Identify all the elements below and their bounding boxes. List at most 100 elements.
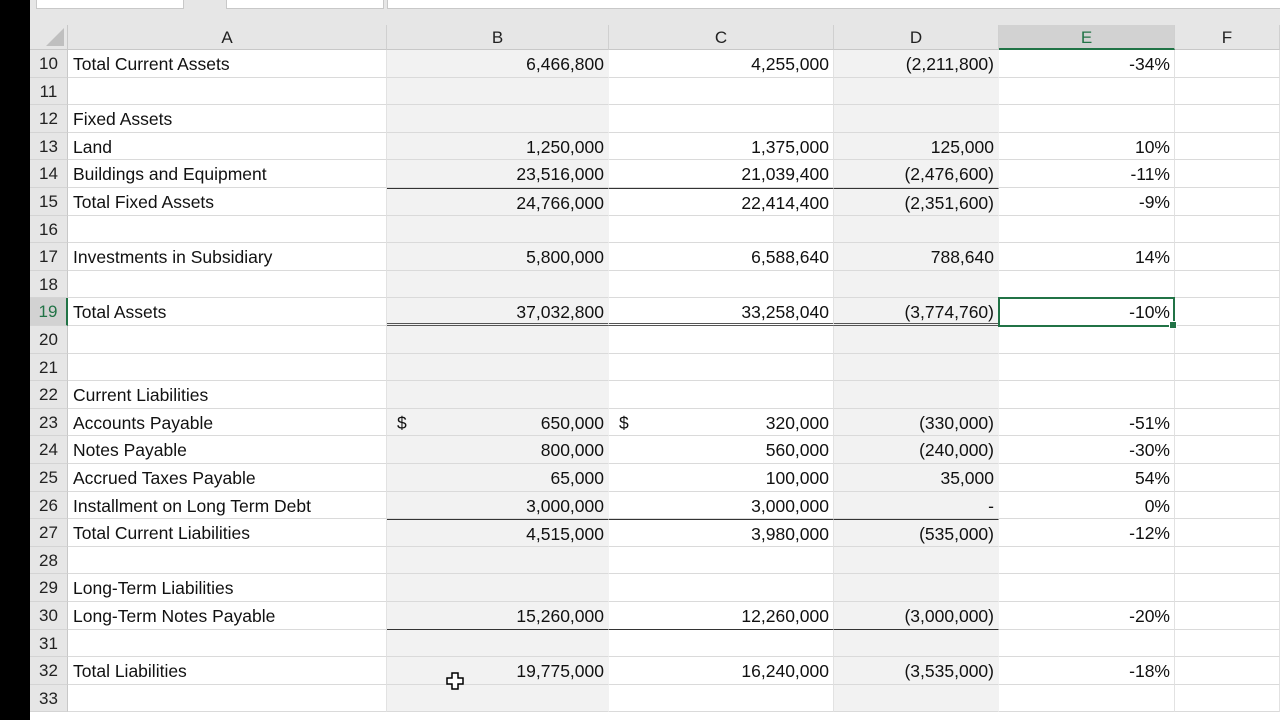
cell-value-e[interactable] (999, 270, 1175, 299)
cell-value-e[interactable]: -9% (999, 188, 1175, 216)
cell-value-b[interactable]: 24,766,000 (387, 188, 609, 216)
cell-value-b[interactable]: 3,000,000 (387, 491, 609, 520)
cell-label[interactable]: Current Liabilities (68, 381, 387, 409)
cell-value-d[interactable] (834, 546, 999, 575)
cell-value-e[interactable]: 10% (999, 132, 1175, 161)
row-header[interactable]: 17 (30, 243, 68, 271)
row-header[interactable]: 16 (30, 215, 68, 244)
cell-label[interactable] (68, 215, 387, 244)
cell-value-d[interactable] (834, 326, 999, 354)
cell-value-b[interactable]: 650,000 (387, 408, 609, 437)
cell-value-d[interactable]: (330,000) (834, 408, 999, 437)
cell-value-c[interactable] (609, 270, 834, 299)
cell-label[interactable]: Investments in Subsidiary (68, 243, 387, 271)
cell-value-c[interactable] (609, 381, 834, 409)
cell-f[interactable] (1175, 602, 1280, 630)
cell-value-c[interactable]: 12,260,000 (609, 602, 834, 630)
cell-value-b[interactable]: 4,515,000 (387, 519, 609, 547)
cell-label[interactable]: Total Current Liabilities (68, 519, 387, 547)
cell-value-c[interactable]: 33,258,040 (609, 298, 834, 326)
cell-f[interactable] (1175, 519, 1280, 547)
cell-label[interactable]: Land (68, 132, 387, 161)
cell-label[interactable] (68, 270, 387, 299)
cell-label[interactable]: Fixed Assets (68, 105, 387, 133)
cell-value-b[interactable]: 37,032,800 (387, 298, 609, 326)
cell-f[interactable] (1175, 77, 1280, 106)
formula-bar-input[interactable] (387, 0, 1280, 9)
cell-f[interactable] (1175, 574, 1280, 602)
cell-f[interactable] (1175, 105, 1280, 133)
cell-f[interactable] (1175, 408, 1280, 437)
cell-f[interactable] (1175, 353, 1280, 382)
cell-value-d[interactable]: (3,535,000) (834, 657, 999, 685)
spreadsheet-grid[interactable]: A B C D E F 10 Total Current Assets 6,46… (30, 25, 1280, 720)
cell-label[interactable] (68, 326, 387, 354)
cell-value-d[interactable]: 35,000 (834, 464, 999, 492)
cell-value-b[interactable]: 5,800,000 (387, 243, 609, 271)
select-all-button[interactable] (30, 25, 68, 50)
row-header[interactable]: 15 (30, 188, 68, 216)
row-header[interactable]: 13 (30, 132, 68, 161)
cell-value-d[interactable] (834, 381, 999, 409)
cell-value-b[interactable]: 23,516,000 (387, 160, 609, 188)
row-header[interactable]: 19 (30, 298, 68, 326)
cell-f[interactable] (1175, 629, 1280, 658)
cell-label[interactable]: Notes Payable (68, 436, 387, 464)
cell-value-d[interactable]: (2,476,600) (834, 160, 999, 188)
cell-value-d[interactable] (834, 215, 999, 244)
cell-value-b[interactable]: 1,250,000 (387, 132, 609, 161)
cell-value-e[interactable]: -10% (999, 298, 1175, 326)
cell-value-b[interactable] (387, 326, 609, 354)
cell-value-e[interactable] (999, 215, 1175, 244)
name-box[interactable] (36, 0, 184, 9)
cell-value-e[interactable]: -11% (999, 160, 1175, 188)
row-header[interactable]: 23 (30, 408, 68, 437)
cell-label[interactable]: Long-Term Notes Payable (68, 602, 387, 630)
cell-f[interactable] (1175, 188, 1280, 216)
cell-value-e[interactable]: -30% (999, 436, 1175, 464)
cell-f[interactable] (1175, 684, 1280, 713)
cell-value-e[interactable] (999, 381, 1175, 409)
cell-value-e[interactable]: 0% (999, 491, 1175, 520)
cell-value-e[interactable] (999, 326, 1175, 354)
cell-label[interactable] (68, 77, 387, 106)
cell-value-e[interactable] (999, 684, 1175, 713)
cell-value-b[interactable]: 65,000 (387, 464, 609, 492)
cell-value-d[interactable]: (240,000) (834, 436, 999, 464)
cell-f[interactable] (1175, 50, 1280, 78)
cell-label[interactable]: Installment on Long Term Debt (68, 491, 387, 520)
cell-f[interactable] (1175, 215, 1280, 244)
row-header[interactable]: 33 (30, 684, 68, 713)
row-header[interactable]: 22 (30, 381, 68, 409)
cell-value-d[interactable] (834, 77, 999, 106)
cell-value-c[interactable]: 320,000 (609, 408, 834, 437)
cell-value-b[interactable]: 800,000 (387, 436, 609, 464)
row-header[interactable]: 32 (30, 657, 68, 685)
cell-label[interactable] (68, 353, 387, 382)
cell-value-d[interactable]: - (834, 491, 999, 520)
cell-value-b[interactable]: 6,466,800 (387, 50, 609, 78)
cell-value-d[interactable]: (3,774,760) (834, 298, 999, 326)
cell-value-c[interactable] (609, 105, 834, 133)
cell-value-e[interactable] (999, 629, 1175, 658)
column-header-b[interactable]: B (387, 25, 609, 50)
cell-value-c[interactable] (609, 326, 834, 354)
column-header-a[interactable]: A (68, 25, 387, 50)
cell-label[interactable]: Buildings and Equipment (68, 160, 387, 188)
cell-value-e[interactable] (999, 77, 1175, 106)
row-header[interactable]: 28 (30, 546, 68, 575)
cell-value-c[interactable] (609, 574, 834, 602)
cell-value-c[interactable]: 22,414,400 (609, 188, 834, 216)
cell-value-e[interactable] (999, 105, 1175, 133)
cell-label[interactable] (68, 629, 387, 658)
cell-f[interactable] (1175, 464, 1280, 492)
row-header[interactable]: 24 (30, 436, 68, 464)
cell-value-e[interactable]: 14% (999, 243, 1175, 271)
cell-value-d[interactable]: (535,000) (834, 519, 999, 547)
cell-value-b[interactable]: 15,260,000 (387, 602, 609, 630)
cell-value-c[interactable] (609, 684, 834, 713)
row-header[interactable]: 27 (30, 519, 68, 547)
cell-value-e[interactable]: 54% (999, 464, 1175, 492)
cell-value-b[interactable] (387, 215, 609, 244)
cell-value-e[interactable]: -12% (999, 519, 1175, 547)
